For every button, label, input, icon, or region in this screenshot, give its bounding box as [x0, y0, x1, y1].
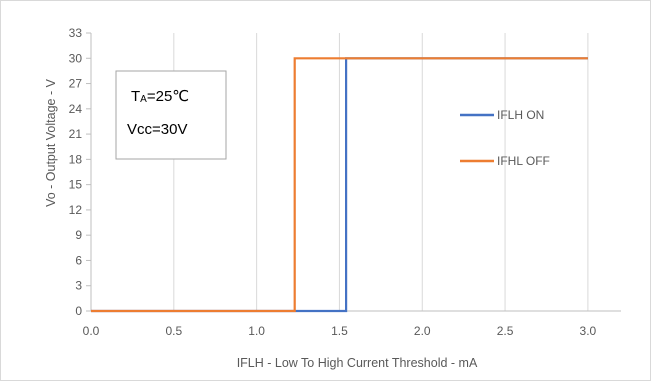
x-tick-label-2: 1.0 [248, 324, 265, 338]
series-line-ifhl-off [91, 57, 588, 313]
annotation-box-border [115, 70, 227, 160]
series-layer [91, 57, 588, 313]
x-tick-label-5: 2.5 [497, 324, 514, 338]
y-tick-label-1: 3 [75, 279, 82, 293]
annotation-box: TA=25℃ Vcc=30V [115, 70, 227, 160]
x-tick-label-0: 0.0 [83, 324, 100, 338]
annotation-line-1: TA=25℃ [131, 88, 189, 105]
x-axis-title: IFLH - Low To High Current Threshold - m… [237, 356, 478, 370]
annotation-ta-sub: A [140, 94, 147, 105]
y-tick-label-6: 18 [69, 152, 83, 166]
y-tick-label-4: 12 [69, 203, 83, 217]
x-tick-label-6: 3.0 [580, 324, 597, 338]
y-tick-label-3: 9 [75, 228, 82, 242]
y-tick-label-10: 30 [69, 51, 83, 65]
x-tick-label-3: 1.5 [331, 324, 348, 338]
annotation-ta-value: =25℃ [147, 88, 189, 105]
y-axis-title: Vo - Output Voltage - V [44, 78, 58, 207]
grid-layer [173, 33, 589, 311]
tick-label-layer: 0 3 6 9 12 15 18 21 24 27 30 33 0.0 0.5 1.0 1.5 2.0 2.5 3.… [69, 26, 597, 338]
legend-label-iflh-on: IFLH ON [497, 108, 544, 122]
y-tick-label-2: 6 [75, 253, 82, 267]
y-tick-label-9: 27 [69, 77, 83, 91]
y-tick-label-7: 21 [69, 127, 83, 141]
legend: IFLH ON IFHL OFF [460, 108, 550, 168]
y-tick-label-11: 33 [69, 26, 83, 40]
x-tick-label-4: 2.0 [414, 324, 431, 338]
y-tick-label-0: 0 [75, 304, 82, 318]
legend-label-ifhl-off: IFHL OFF [497, 154, 550, 168]
annotation-ta-main: T [131, 88, 140, 105]
y-tick-label-8: 24 [69, 102, 83, 116]
y-tick-label-5: 15 [69, 178, 83, 192]
annotation-line-2: Vcc=30V [127, 121, 187, 138]
x-tick-label-1: 0.5 [165, 324, 182, 338]
